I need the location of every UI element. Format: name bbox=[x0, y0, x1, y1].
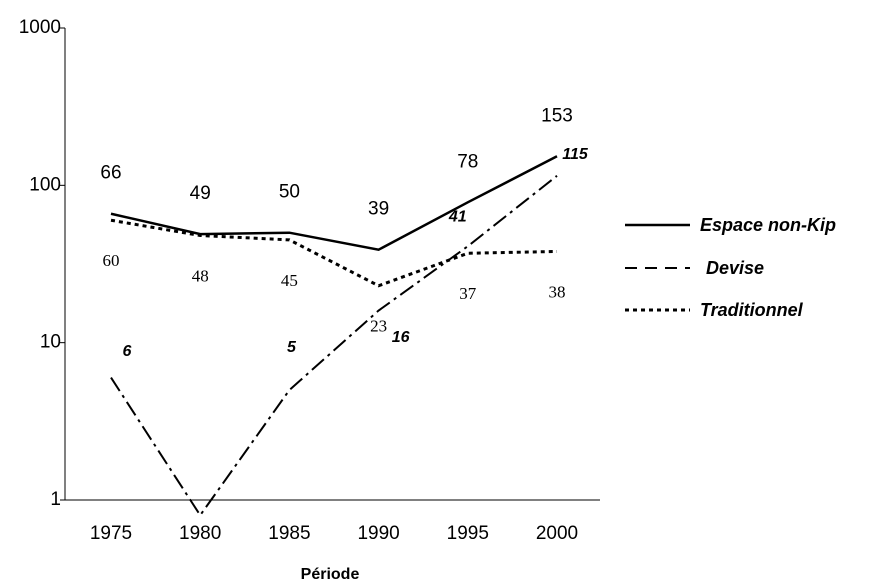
data-label: 49 bbox=[190, 183, 211, 204]
data-label: 115 bbox=[562, 146, 589, 163]
legend-label: Traditionnel bbox=[700, 300, 804, 320]
data-label: 50 bbox=[279, 182, 300, 203]
data-label: 23 bbox=[370, 317, 387, 336]
data-label: 5 bbox=[287, 339, 297, 356]
y-tick-label: 10 bbox=[40, 332, 61, 353]
series-line bbox=[110, 155, 558, 251]
x-tick-label: 1995 bbox=[447, 523, 489, 544]
data-label: 39 bbox=[368, 199, 389, 220]
data-label: 153 bbox=[541, 105, 573, 126]
y-tick-label: 1000 bbox=[19, 17, 61, 38]
data-label: 78 bbox=[457, 151, 478, 172]
x-tick-label: 2000 bbox=[536, 523, 578, 544]
data-label: 66 bbox=[100, 163, 121, 184]
data-label: 38 bbox=[549, 282, 566, 301]
x-tick-label: 1985 bbox=[268, 523, 310, 544]
x-tick-label: 1990 bbox=[357, 523, 399, 544]
data-label: 16 bbox=[392, 329, 410, 346]
data-label: 45 bbox=[281, 271, 298, 290]
y-tick-label: 100 bbox=[29, 174, 61, 195]
legend-label: Devise bbox=[706, 258, 764, 278]
data-label: 41 bbox=[448, 208, 467, 225]
data-label: 37 bbox=[459, 284, 477, 303]
x-tick-label: 1975 bbox=[90, 523, 132, 544]
data-label: 60 bbox=[103, 251, 120, 270]
x-tick-label: 1980 bbox=[179, 523, 221, 544]
data-label: 6 bbox=[123, 343, 132, 360]
series-line bbox=[110, 218, 558, 288]
series-line bbox=[110, 174, 558, 518]
y-tick-label: 1 bbox=[50, 489, 61, 510]
legend-label: Espace non-Kip bbox=[700, 215, 836, 235]
data-label: 48 bbox=[192, 266, 209, 285]
x-axis-title: Période bbox=[301, 566, 360, 583]
